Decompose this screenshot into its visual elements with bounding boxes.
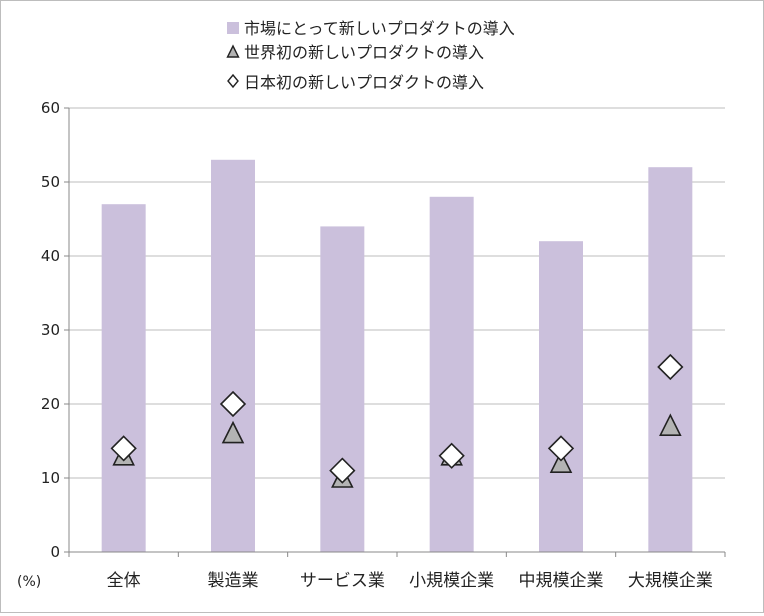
x-category-label-2: サービス業: [300, 571, 385, 591]
legend-label-diamond: 日本初の新しいプロダクトの導入: [244, 73, 484, 92]
y-tick-label-5: 50: [41, 173, 60, 191]
bar-0: [101, 204, 146, 552]
legend-label-triangle: 世界初の新しいプロダクトの導入: [244, 43, 484, 62]
y-tick-label-3: 30: [41, 321, 60, 339]
legend-diamond-swatch: [227, 73, 239, 89]
gridlines: [69, 107, 725, 479]
bar-3: [429, 196, 474, 553]
triangle-marker-4: [549, 450, 573, 474]
bar-1: [211, 159, 255, 553]
diamond-marker-5: [657, 353, 684, 381]
diamond-marker-4: [547, 435, 575, 462]
triangle-marker-1: [221, 420, 245, 444]
diamond-marker-3: [438, 442, 465, 469]
legend: 市場にとって新しいプロダクトの導入 世界初の新しいプロダクトの導入 日本初の新し…: [226, 19, 515, 92]
y-tick-label-0: 0: [50, 543, 60, 561]
legend-entry-diamond: 日本初の新しいプロダクトの導入: [227, 73, 484, 92]
x-category-label-3: 小規模企業: [409, 571, 494, 591]
legend-bar-swatch: [227, 22, 239, 34]
axes: 0 10 20 30 40 50 60 全体 製造業 サービス業 小規模企業 中規模企業 大規模企業: [41, 99, 726, 591]
legend-label-bar: 市場にとって新しいプロダクトの導入: [244, 19, 515, 38]
y-tick-label-1: 10: [41, 469, 60, 487]
x-category-label-4: 中規模企業: [519, 571, 604, 591]
legend-triangle-swatch: [226, 44, 240, 58]
x-category-label-5: 大規模企業: [628, 571, 713, 591]
bar-4: [539, 241, 583, 552]
bar-2: [320, 226, 365, 552]
y-tick-label-6: 60: [41, 99, 60, 117]
y-unit-label: (%): [17, 574, 41, 590]
y-tick-label-2: 20: [41, 395, 60, 413]
diamond-marker-1: [219, 390, 247, 418]
marker-series: [110, 353, 684, 488]
diamond-marker-0: [110, 435, 137, 462]
triangle-marker-5: [659, 413, 682, 437]
bar-series: [101, 159, 693, 553]
diamond-marker-2: [329, 457, 356, 484]
x-category-label-0: 全体: [107, 571, 141, 591]
y-tick-label-4: 40: [41, 247, 60, 265]
legend-entry-triangle: 世界初の新しいプロダクトの導入: [226, 43, 484, 62]
legend-entry-bar: 市場にとって新しいプロダクトの導入: [227, 19, 515, 38]
x-category-label-1: 製造業: [208, 571, 259, 591]
